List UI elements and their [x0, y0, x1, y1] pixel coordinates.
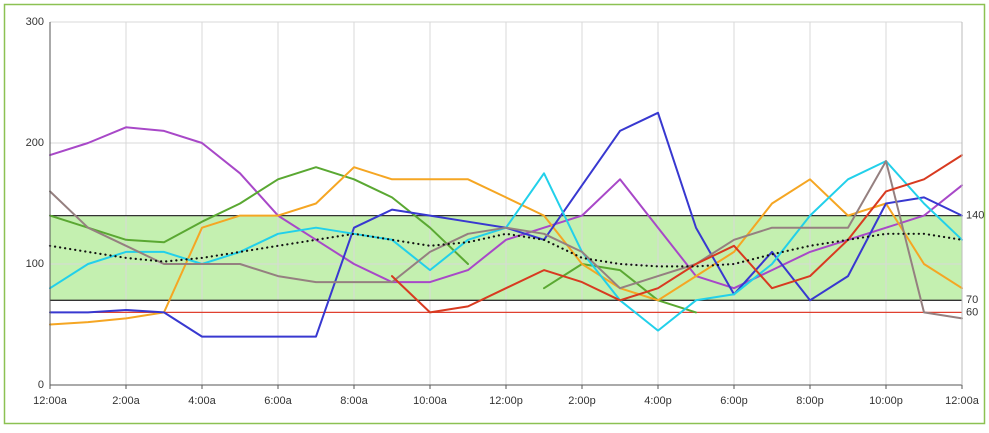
x-tick-label: 4:00a	[188, 395, 216, 407]
x-tick-label: 8:00a	[340, 395, 368, 407]
y-tick-label: 300	[26, 16, 44, 28]
x-tick-label: 4:00p	[644, 395, 672, 407]
y-tick-label: 100	[26, 258, 44, 270]
x-tick-label: 12:00a	[33, 395, 68, 407]
y-tick-label: 200	[26, 137, 44, 149]
x-tick-label: 2:00a	[112, 395, 140, 407]
x-tick-label: 2:00p	[568, 395, 596, 407]
x-tick-label: 10:00p	[869, 395, 903, 407]
series-line	[49, 166, 963, 326]
reference-label: 70	[966, 294, 978, 306]
y-tick-label: 0	[38, 379, 44, 391]
series-line	[49, 126, 963, 290]
reference-label: 140	[966, 210, 984, 222]
x-tick-label: 6:00a	[264, 395, 292, 407]
x-tick-label: 8:00p	[796, 395, 824, 407]
series-line	[48, 232, 964, 268]
x-tick-label: 12:00p	[489, 395, 523, 407]
series-line	[391, 154, 963, 314]
series-line	[49, 160, 963, 320]
x-tick-label: 12:00a	[945, 395, 980, 407]
reference-label: 60	[966, 306, 978, 318]
x-tick-label: 10:00a	[413, 395, 448, 407]
series-line	[49, 166, 697, 314]
x-tick-label: 6:00p	[720, 395, 748, 407]
